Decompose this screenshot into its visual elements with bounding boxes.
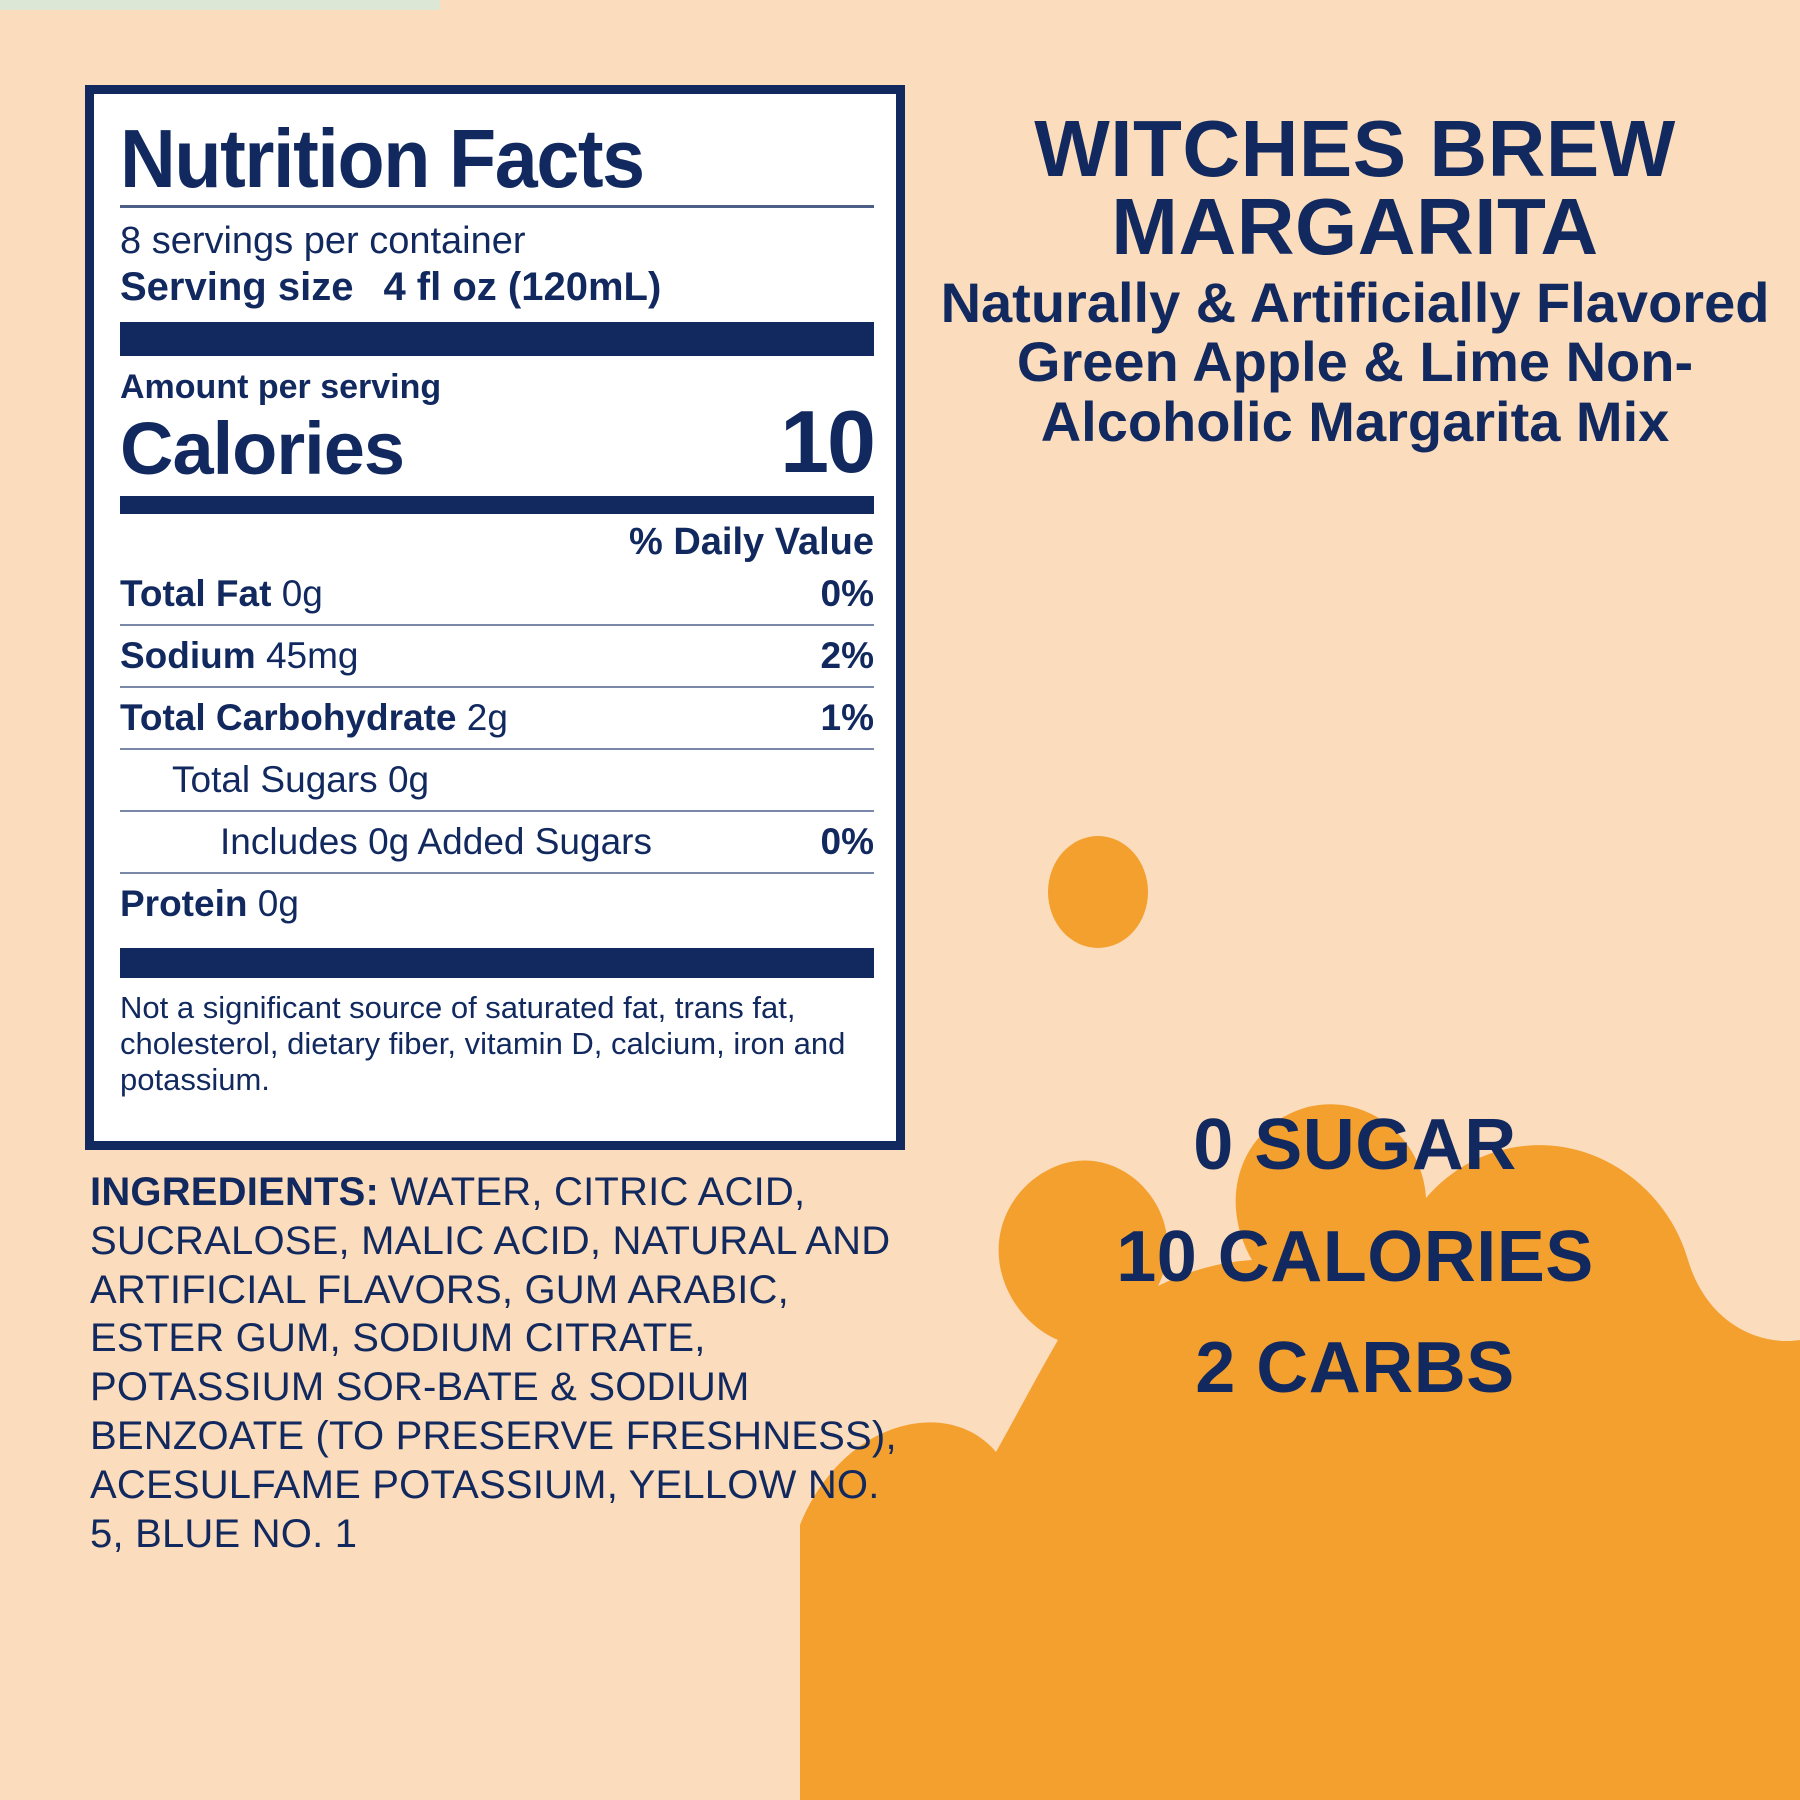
page-title: Nutrition Facts (120, 112, 645, 205)
product-info-panel: WITCHES BREW MARGARITA Naturally & Artif… (930, 104, 1780, 453)
table-row: Total Sugars 0g (120, 749, 874, 811)
ingredients-text: WATER, CITRIC ACID, SUCRALOSE, MALIC ACI… (90, 1170, 897, 1556)
footnote-text: Not a significant source of saturated fa… (120, 990, 846, 1098)
thick-divider-bottom (120, 948, 874, 979)
nutrient-name: Total Carbohydrate (120, 697, 457, 739)
table-row: Protein 0g (120, 873, 874, 934)
nutrient-name-cell: Sodium 45mg (120, 625, 805, 687)
claim-item-2: 2 CARBS (1195, 1328, 1515, 1409)
serving-size-label: Serving size (120, 265, 354, 310)
nutrient-name-cell: Total Sugars 0g (120, 749, 805, 811)
daily-value-header: % Daily Value (628, 521, 874, 564)
nutrient-daily-value (805, 749, 874, 811)
nutrient-name: Total Fat (120, 573, 272, 615)
table-row: Total Carbohydrate 2g 1% (120, 687, 874, 749)
table-row: Total Fat 0g 0% (120, 564, 874, 625)
nutrient-daily-value: 0% (820, 821, 874, 863)
nutrient-name: Protein (120, 883, 248, 925)
amount-per-serving-label: Amount per serving (120, 368, 442, 407)
product-name-line2: MARGARITA (1111, 182, 1599, 272)
nutrient-daily-value: 2% (820, 635, 874, 677)
ingredients-label: INGREDIENTS: (90, 1170, 380, 1214)
nutrient-name-cell: Total Carbohydrate 2g (120, 687, 805, 749)
orange-splash-graphic (800, 780, 1800, 1800)
claim-item-0: 0 SUGAR (1193, 1105, 1517, 1185)
nutrient-daily-value (805, 873, 874, 934)
title-divider (120, 204, 874, 208)
marketing-claims-block: 0 SUGAR 10 CALORIES 2 CARBS (930, 1090, 1780, 1425)
serving-size-row: Serving size 4 fl oz (120mL) (120, 264, 874, 310)
calories-value: 10 (780, 392, 876, 492)
servings-per-container: 8 servings per container (120, 219, 526, 262)
nutrient-daily-value: 0% (820, 573, 874, 615)
medium-divider (120, 496, 874, 515)
table-row: Sodium 45mg 2% (120, 625, 874, 687)
nutrient-daily-value: 1% (820, 697, 874, 739)
nutrient-name: Total Sugars (172, 759, 378, 801)
nutrient-name: Sodium (120, 635, 256, 677)
nutrient-table: Total Fat 0g 0% Sodium 45mg 2% Total Carbohy… (120, 564, 874, 934)
nutrient-amount: 2g (456, 697, 508, 739)
nutrient-name: Includes 0g Added Sugars (220, 821, 652, 863)
claim-item-1: 10 CALORIES (1116, 1216, 1594, 1297)
calories-row: Calories 10 (120, 392, 876, 492)
nutrition-facts-panel: Nutrition Facts 8 servings per container… (85, 85, 905, 1150)
thick-divider-top (120, 322, 874, 357)
nutrient-amount: 45mg (255, 635, 359, 677)
serving-size-value: 4 fl oz (120mL) (383, 265, 662, 310)
product-description: Naturally & Artificially Flavored Green … (940, 270, 1770, 453)
product-name-line1: WITCHES BREW (1034, 104, 1676, 193)
calories-label: Calories (120, 407, 405, 491)
nutrient-name-cell: Total Fat 0g (120, 564, 805, 625)
nutrient-amount: 0g (377, 759, 430, 801)
nutrient-amount: 0g (271, 573, 323, 615)
nutrient-name-cell: Includes 0g Added Sugars (120, 811, 805, 873)
top-edge-strip (0, 0, 440, 10)
ingredients-block: INGREDIENTS: WATER, CITRIC ACID, SUCRALO… (90, 1168, 920, 1558)
nutrient-name-cell: Protein 0g (120, 873, 805, 934)
nutrient-amount: 0g (247, 883, 299, 925)
table-row: Includes 0g Added Sugars 0% (120, 811, 874, 873)
